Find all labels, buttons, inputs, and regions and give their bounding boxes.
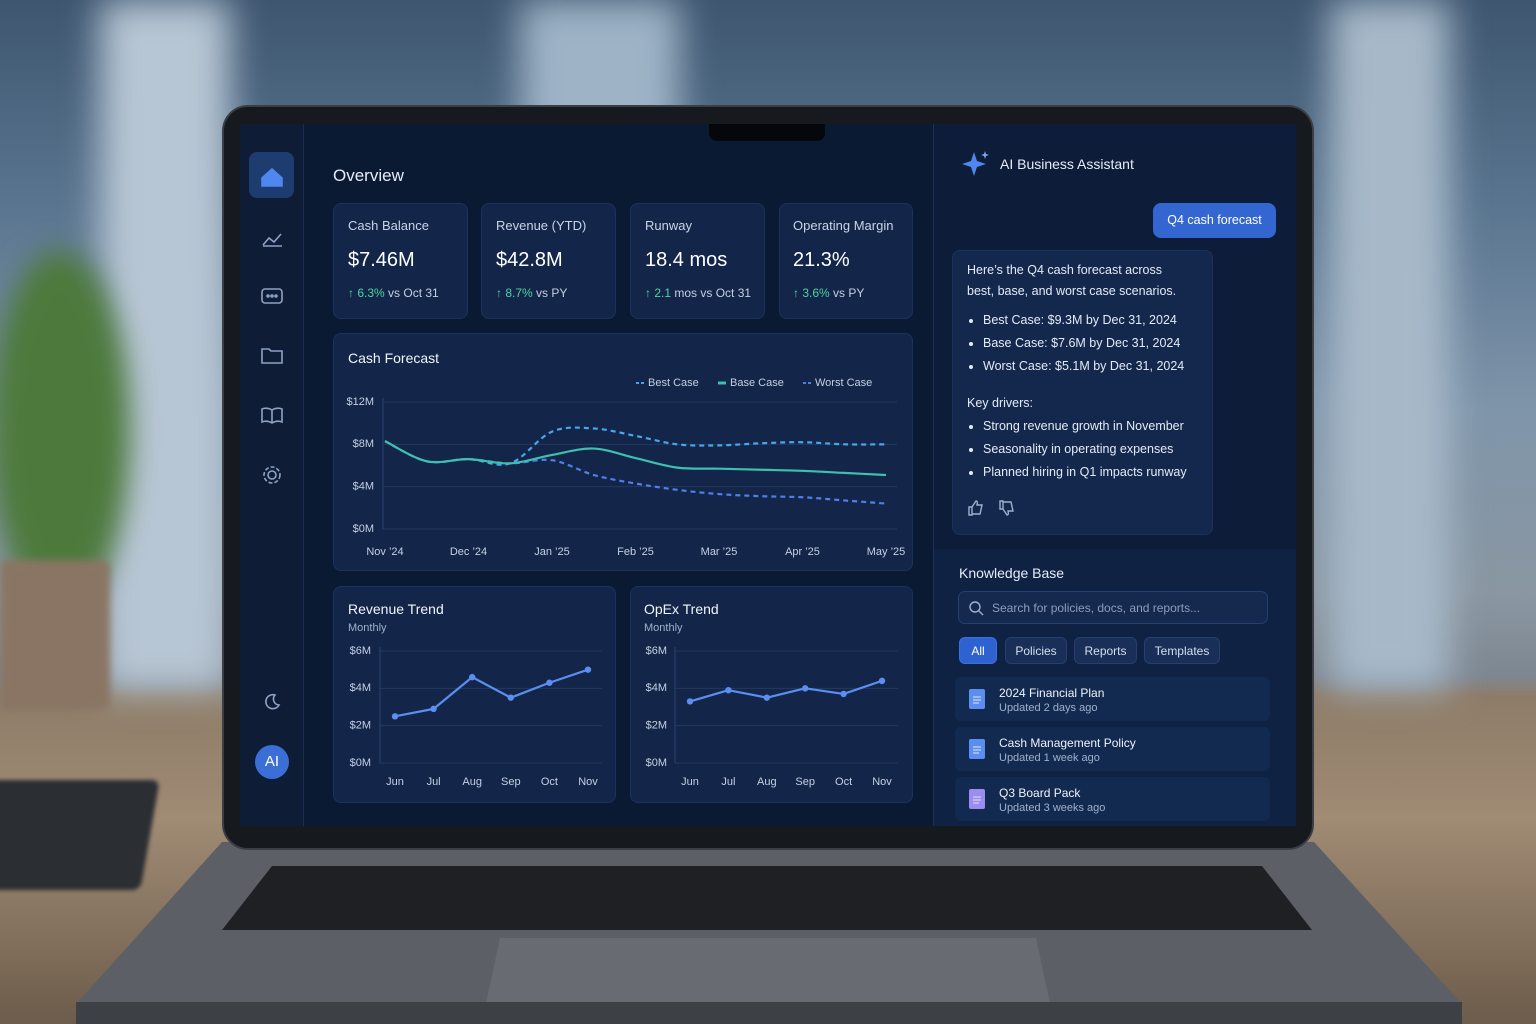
kpi-comparison: vs Oct 31: [388, 286, 439, 300]
search-box[interactable]: [958, 591, 1268, 624]
avatar[interactable]: AI: [255, 745, 289, 779]
kpi-value: $7.46M: [348, 249, 415, 271]
doc-icon: [969, 789, 985, 809]
doc-icon: [969, 739, 985, 759]
kpi-comparison: mos vs Oct 31: [674, 286, 752, 300]
kpi-value: $42.8M: [496, 249, 563, 271]
document-title: 2024 Financial Plan: [999, 686, 1105, 700]
theme-toggle[interactable]: [262, 692, 282, 712]
chart-title: OpEx Trend: [644, 601, 719, 617]
chart-title: Cash Forecast: [348, 350, 440, 366]
filter-chip[interactable]: Policies: [1005, 637, 1067, 664]
filter-chip[interactable]: Reports: [1074, 637, 1137, 664]
scenario: Best Case: $9.3M by Dec 31, 2024: [983, 310, 1207, 331]
plant: [0, 250, 130, 610]
page-title: Overview: [333, 166, 404, 185]
kpi-change-value: 6.3%: [357, 286, 385, 300]
chart-subtitle: Monthly: [644, 622, 683, 634]
kpi-change: ↑ 8.7% vs PY: [496, 286, 567, 300]
kpi-card: [333, 203, 468, 319]
kb-title: Knowledge Base: [959, 565, 1065, 581]
document-item[interactable]: Cash Management Policy Updated 1 week ag…: [955, 727, 1270, 771]
driver: Seasonality in operating expenses: [983, 439, 1207, 460]
kpi-label: Revenue (YTD): [496, 218, 587, 233]
kpi-change-value: 3.6%: [802, 286, 830, 300]
document-item[interactable]: 2024 Financial Plan Updated 2 days ago: [955, 677, 1270, 721]
document-title: Q3 Board Pack: [999, 786, 1081, 800]
kpi-comparison: vs PY: [536, 286, 568, 300]
kpi-value: 21.3%: [793, 249, 850, 271]
document-updated: Updated 1 week ago: [999, 752, 1100, 764]
kpi-card: [779, 203, 913, 319]
scenario-list: Best Case: $9.3M by Dec 31, 2024 Base Ca…: [967, 310, 1207, 379]
search-placeholder: Search for policies, docs, and reports..…: [992, 601, 1201, 615]
assistant-title: AI Business Assistant: [1000, 156, 1134, 172]
background-window: [1330, 0, 1450, 690]
kpi-card: [630, 203, 765, 319]
reply-intro: Here’s the Q4 cash forecast across best,…: [967, 263, 1177, 298]
driver: Planned hiring in Q1 impacts runway: [983, 462, 1207, 483]
doc-icon: [969, 689, 985, 709]
arrow: ↑: [645, 286, 655, 300]
filter-chip[interactable]: Templates: [1144, 637, 1220, 664]
user-message: Q4 cash forecast: [1153, 203, 1276, 238]
filter-chip[interactable]: All: [959, 637, 997, 664]
kpi-label: Cash Balance: [348, 218, 429, 233]
document-title: Cash Management Policy: [999, 736, 1136, 750]
chart-card: [333, 586, 616, 803]
arrow: ↑: [348, 286, 358, 300]
driver: Strong revenue growth in November: [983, 416, 1207, 437]
arrow: ↑: [496, 286, 506, 300]
plant-pot: [0, 560, 110, 710]
kpi-value: 18.4 mos: [645, 249, 728, 271]
feedback-buttons[interactable]: [967, 499, 1017, 517]
chart-card: [333, 333, 913, 571]
driver-list: Strong revenue growth in November Season…: [967, 416, 1207, 485]
kpi-change: ↑ 2.1 mos vs Oct 31: [645, 286, 751, 300]
kpi-card: [481, 203, 616, 319]
chart-subtitle: Monthly: [348, 622, 387, 634]
kpi-comparison: vs PY: [833, 286, 865, 300]
scenario: Base Case: $7.6M by Dec 31, 2024: [983, 333, 1207, 354]
kpi-label: Runway: [645, 218, 692, 233]
sparkle-icon: [962, 151, 989, 176]
chart-card: [630, 586, 913, 803]
kpi-label: Operating Margin: [793, 218, 894, 233]
document-updated: Updated 2 days ago: [999, 702, 1098, 714]
document-updated: Updated 3 weeks ago: [999, 802, 1106, 814]
camera-notch: [709, 124, 825, 141]
document-item[interactable]: Q3 Board Pack Updated 3 weeks ago: [955, 777, 1270, 821]
drivers-heading: Key drivers:: [967, 396, 1033, 410]
arrow: ↑: [793, 286, 803, 300]
chart-title: Revenue Trend: [348, 601, 444, 617]
kpi-change: ↑ 3.6% vs PY: [793, 286, 864, 300]
kpi-change-value: 2.1: [654, 286, 672, 300]
assistant-reply: [952, 250, 1213, 535]
search-icon: [969, 601, 984, 616]
kpi-change: ↑ 6.3% vs Oct 31: [348, 286, 439, 300]
kpi-change-value: 8.7%: [505, 286, 533, 300]
scenario: Worst Case: $5.1M by Dec 31, 2024: [983, 356, 1207, 377]
nav-icons: [261, 167, 283, 484]
